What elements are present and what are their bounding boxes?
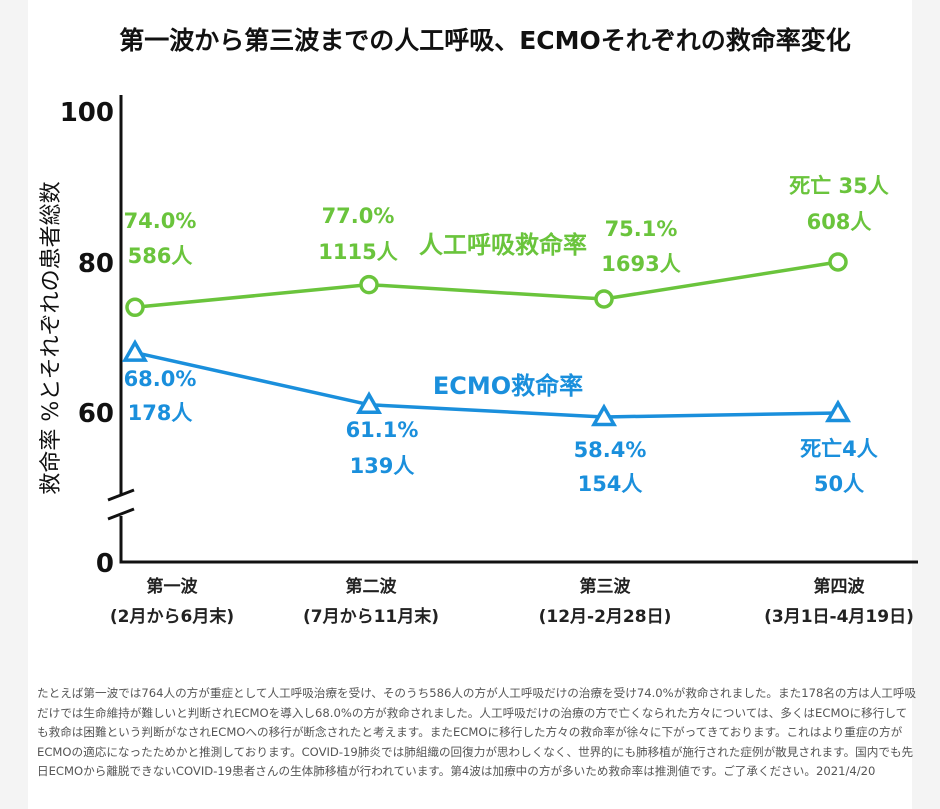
ecmo-label-4-deaths: 死亡4人 [800, 437, 878, 461]
series-2-marker-4 [824, 399, 852, 423]
left-margin-strip [0, 0, 28, 809]
x-category-4: 第四波 [814, 576, 866, 597]
ecmo-label-2-rate: 61.1% [346, 418, 419, 442]
x-category-2: 第二波 [346, 576, 398, 597]
vent-label-1-rate: 74.0% [124, 209, 197, 233]
chart-svg: 第一波から第三波までの人工呼吸、ECMOそれぞれの救命率変化 救命率 %とそれぞ… [39, 26, 918, 627]
series-1-marker-4 [828, 252, 848, 272]
series-layer [121, 252, 852, 427]
series-2-marker-3 [590, 403, 618, 427]
ecmo-label-3-rate: 58.4% [574, 438, 647, 462]
x-category-4-sub: (3月1日-4月19日) [764, 607, 914, 627]
axis-break-mark-upper [107, 488, 135, 502]
y-axis-label: 救命率 %とそれぞれの患者総数 [39, 181, 64, 494]
y-tick-100: 100 [60, 98, 114, 128]
axis-lines [119, 95, 918, 564]
x-category-1-sub: (2月から6月末) [110, 606, 234, 627]
y-tick-0: 0 [96, 549, 114, 579]
chart-title: 第一波から第三波までの人工呼吸、ECMOそれぞれの救命率変化 [119, 26, 851, 55]
vent-label-2-count: 1115人 [318, 240, 397, 264]
vent-label-3-rate: 75.1% [605, 217, 678, 241]
ecmo-label-1-count: 178人 [128, 401, 193, 425]
axis-break-mark-lower [107, 507, 135, 521]
series-2-marker-1 [121, 339, 149, 362]
vent-label-4-count: 608人 [807, 210, 872, 234]
series-1-marker-3 [594, 289, 614, 309]
footnote-text: たとえば第一波では764人の方が重症として人工呼吸治療を受け、そのうち586人の… [37, 686, 917, 778]
series-2-marker-2 [355, 391, 383, 414]
series-line-2 [134, 350, 839, 419]
vent-label-1-count: 586人 [128, 244, 193, 268]
right-margin-strip [912, 0, 940, 809]
y-tick-60: 60 [78, 399, 114, 429]
ecmo-label-4-count: 50人 [814, 472, 864, 496]
series-1-marker-2 [359, 274, 379, 295]
vent-label-3-count: 1693人 [601, 252, 680, 276]
series-label-ecmo: ECMO救命率 [433, 372, 583, 400]
x-category-3: 第三波 [580, 576, 632, 597]
ecmo-label-3-count: 154人 [578, 472, 643, 496]
vent-label-4-deaths: 死亡 35人 [789, 174, 889, 198]
ecmo-label-2-count: 139人 [350, 454, 415, 478]
x-category-2-sub: (7月から11月末) [303, 606, 439, 627]
x-category-3-sub: (12月-2月28日) [539, 607, 672, 627]
vent-label-2-rate: 77.0% [322, 204, 395, 228]
ecmo-label-1-rate: 68.0% [124, 367, 197, 391]
series-label-ventilation: 人工呼吸救命率 [419, 231, 587, 259]
series-1-marker-1 [125, 297, 145, 318]
x-category-1: 第一波 [147, 576, 199, 597]
series-line-1 [134, 260, 839, 310]
y-tick-80: 80 [78, 249, 114, 279]
